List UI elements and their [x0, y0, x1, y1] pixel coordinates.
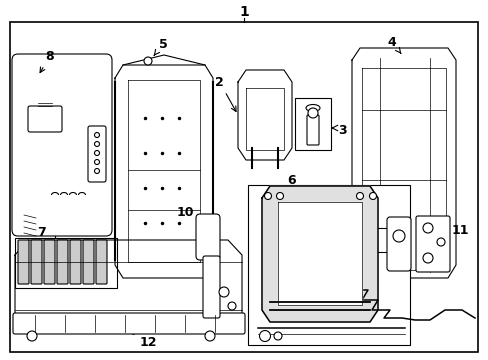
- Text: 7: 7: [38, 225, 46, 239]
- Polygon shape: [15, 240, 242, 332]
- FancyBboxPatch shape: [31, 240, 42, 284]
- FancyBboxPatch shape: [196, 214, 220, 260]
- Circle shape: [94, 159, 99, 165]
- Circle shape: [94, 141, 99, 147]
- Circle shape: [94, 132, 99, 138]
- Text: 12: 12: [122, 328, 157, 348]
- Text: 11: 11: [433, 224, 468, 241]
- Text: 6: 6: [287, 174, 296, 186]
- Circle shape: [204, 331, 215, 341]
- Polygon shape: [262, 186, 377, 322]
- Text: 5: 5: [154, 37, 167, 55]
- Circle shape: [422, 223, 432, 233]
- FancyBboxPatch shape: [12, 54, 112, 236]
- FancyBboxPatch shape: [415, 216, 449, 272]
- FancyBboxPatch shape: [306, 115, 318, 145]
- Circle shape: [392, 230, 404, 242]
- FancyBboxPatch shape: [203, 256, 220, 318]
- FancyBboxPatch shape: [18, 240, 29, 284]
- Circle shape: [143, 57, 152, 65]
- Ellipse shape: [305, 104, 319, 112]
- Circle shape: [227, 302, 236, 310]
- Bar: [247, 185, 409, 345]
- Circle shape: [276, 193, 283, 199]
- Text: 1: 1: [239, 5, 248, 19]
- Circle shape: [422, 253, 432, 263]
- Circle shape: [369, 193, 376, 199]
- FancyBboxPatch shape: [88, 126, 106, 182]
- FancyBboxPatch shape: [57, 240, 68, 284]
- Polygon shape: [115, 65, 213, 278]
- Circle shape: [94, 150, 99, 156]
- Text: 4: 4: [387, 36, 400, 53]
- Text: 3: 3: [337, 123, 346, 136]
- Bar: [294, 98, 330, 150]
- Text: 8: 8: [40, 50, 54, 73]
- Circle shape: [264, 193, 271, 199]
- Circle shape: [94, 168, 99, 174]
- Text: 9: 9: [211, 246, 220, 258]
- Polygon shape: [238, 70, 291, 160]
- Circle shape: [307, 108, 317, 118]
- Polygon shape: [351, 48, 455, 278]
- FancyBboxPatch shape: [386, 217, 410, 271]
- FancyBboxPatch shape: [96, 240, 107, 284]
- Text: 2: 2: [215, 76, 236, 112]
- FancyBboxPatch shape: [83, 240, 94, 284]
- FancyBboxPatch shape: [28, 106, 62, 132]
- FancyBboxPatch shape: [44, 240, 55, 284]
- Bar: [15, 238, 117, 288]
- FancyBboxPatch shape: [13, 313, 244, 334]
- Circle shape: [259, 330, 270, 342]
- Text: 10: 10: [176, 206, 204, 226]
- Circle shape: [27, 331, 37, 341]
- Circle shape: [273, 332, 282, 340]
- Circle shape: [219, 287, 228, 297]
- Polygon shape: [278, 202, 361, 305]
- FancyBboxPatch shape: [70, 240, 81, 284]
- Circle shape: [436, 238, 444, 246]
- Circle shape: [356, 193, 363, 199]
